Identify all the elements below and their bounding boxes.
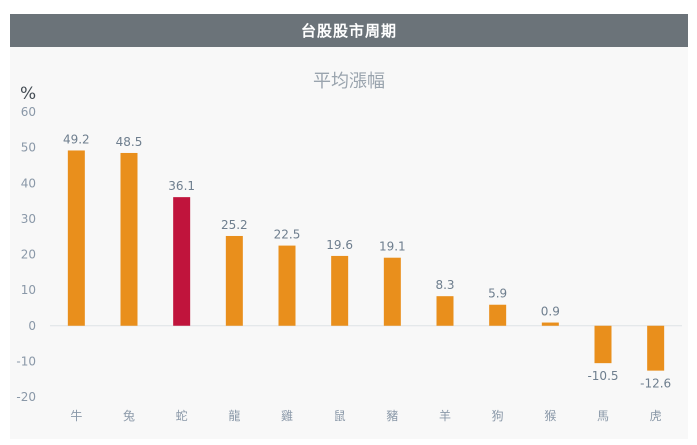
y-tick-label: 50 bbox=[21, 141, 36, 155]
x-tick-label: 龍 bbox=[228, 408, 240, 423]
y-tick-label: 60 bbox=[21, 105, 36, 119]
bar-value-label: 25.2 bbox=[221, 218, 248, 232]
y-tick-label: 30 bbox=[21, 212, 36, 226]
bar bbox=[647, 325, 665, 371]
y-tick-label: 0 bbox=[28, 319, 36, 333]
y-axis-unit-label: % bbox=[20, 84, 36, 104]
chart-frame: 台股股市周期 平均漲幅 % 60 50 40 30 20 10 0 -10 -20 49.2 48… bbox=[10, 14, 688, 439]
y-tick-label: 20 bbox=[21, 248, 36, 262]
bar-value-label: 49.2 bbox=[63, 132, 90, 146]
bar bbox=[436, 296, 454, 326]
bar bbox=[383, 257, 401, 326]
bar-value-label: -12.6 bbox=[640, 377, 671, 391]
bar bbox=[594, 325, 612, 364]
bar bbox=[67, 150, 85, 326]
bar-value-label: 19.6 bbox=[326, 238, 353, 252]
bar-value-label: 48.5 bbox=[116, 135, 143, 149]
x-tick-label: 牛 bbox=[70, 408, 82, 423]
bar-value-label: 0.9 bbox=[541, 305, 560, 319]
bar bbox=[541, 322, 559, 326]
bar-value-label: -10.5 bbox=[587, 369, 618, 383]
x-tick-label: 羊 bbox=[439, 408, 451, 423]
bar bbox=[120, 152, 138, 326]
bar bbox=[173, 197, 191, 326]
y-tick-label: -10 bbox=[16, 354, 36, 368]
bar-value-label: 36.1 bbox=[168, 179, 195, 193]
x-tick-label: 豬 bbox=[386, 409, 398, 423]
y-tick-label: -20 bbox=[16, 390, 36, 404]
x-tick-label: 雞 bbox=[281, 409, 293, 423]
bar bbox=[331, 255, 349, 326]
x-tick-label: 蛇 bbox=[176, 408, 188, 423]
bar-value-label: 8.3 bbox=[435, 278, 454, 292]
bar bbox=[278, 245, 296, 326]
x-tick-label: 猴 bbox=[544, 409, 556, 423]
y-tick-label: 10 bbox=[21, 283, 36, 297]
x-tick-label: 鼠 bbox=[334, 409, 346, 423]
bar-value-label: 5.9 bbox=[488, 287, 507, 301]
header-title: 台股股市周期 bbox=[300, 22, 397, 40]
x-tick-label: 馬 bbox=[597, 409, 609, 423]
x-tick-label: 狗 bbox=[492, 409, 504, 423]
chart-title: 平均漲幅 bbox=[313, 71, 385, 92]
bar bbox=[225, 235, 243, 326]
bar-value-label: 22.5 bbox=[274, 228, 301, 242]
chart-header: 台股股市周期 bbox=[10, 14, 688, 47]
bar-chart: 平均漲幅 % 60 50 40 30 20 10 0 -10 -20 49.2 48.5 36.1 2… bbox=[16, 71, 682, 423]
bar bbox=[489, 304, 507, 326]
x-tick-label: 兔 bbox=[123, 408, 135, 423]
bar-value-label: 19.1 bbox=[379, 240, 406, 254]
x-tick-label: 虎 bbox=[650, 409, 662, 423]
y-tick-label: 40 bbox=[21, 176, 36, 190]
